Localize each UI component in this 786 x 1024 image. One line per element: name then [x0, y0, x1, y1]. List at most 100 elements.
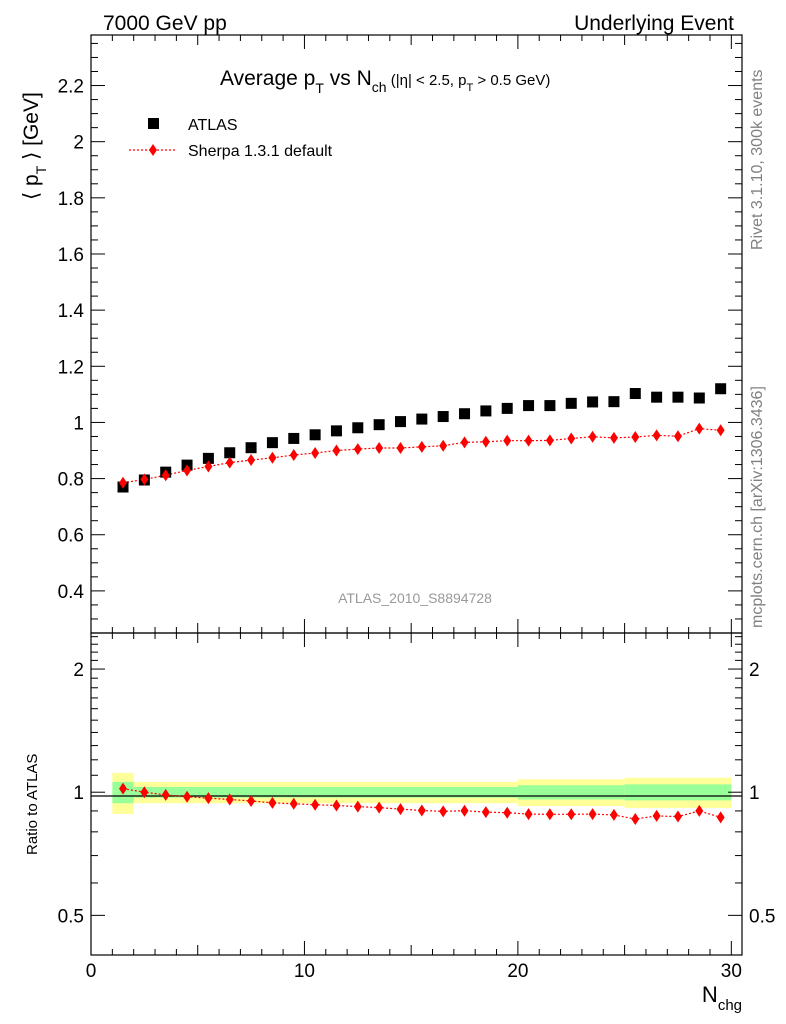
atlas-data-point: [693, 392, 705, 404]
ratio-data-point: [417, 804, 426, 817]
atlas-data-point: [330, 425, 342, 437]
ratio-y-axis-label: Ratio to ATLAS: [24, 754, 41, 855]
ratio-band-inner: [624, 784, 732, 801]
atlas-data-point: [352, 422, 364, 434]
legend-sherpa-label: Sherpa 1.3.1 default: [188, 143, 333, 160]
ratio-band-inner: [133, 786, 518, 798]
sherpa-data-point: [311, 447, 320, 460]
x-axis-ticks: 0 10 20 30: [86, 35, 742, 982]
title-cuts: (|η| < 2.5, p: [387, 72, 467, 89]
sherpa-data-point: [481, 435, 490, 448]
sherpa-data-point: [695, 422, 704, 435]
ratio-data-point: [353, 800, 362, 813]
ratio-data-point: [289, 797, 298, 810]
legend-atlas-marker: [148, 118, 159, 129]
sherpa-data-point: [503, 434, 512, 447]
atlas-data-point: [565, 397, 577, 409]
sherpa-data-point: [225, 456, 234, 469]
ratio-data-point: [140, 786, 149, 799]
main-y-tick-label: 1: [73, 413, 84, 434]
ratio-band-inner: [517, 785, 625, 800]
atlas-data-point: [416, 413, 428, 425]
ratio-data-point: [439, 805, 448, 818]
ratio-y-tick-label-right: 2: [749, 660, 760, 681]
ratio-y-tick-label: 1: [73, 783, 84, 804]
mcplots-citation-label: mcplots.cern.ch [arXiv:1306.3436]: [749, 386, 766, 628]
atlas-data-point: [587, 396, 599, 408]
main-y-tick-label: 1.8: [58, 189, 84, 210]
sherpa-data-point: [353, 443, 362, 456]
atlas-data-point: [608, 396, 620, 408]
sherpa-data-point: [652, 429, 661, 442]
atlas-data-point: [373, 419, 385, 431]
atlas-data-point: [288, 432, 300, 444]
ratio-data-point: [119, 782, 128, 795]
ratio-data-point: [716, 811, 725, 824]
x-axis-label: Nchg: [702, 982, 742, 1014]
atlas-data-point: [394, 416, 406, 428]
x-tick-label: 30: [721, 961, 742, 982]
legend: ATLAS Sherpa 1.3.1 default: [129, 117, 333, 160]
ratio-data-point: [332, 799, 341, 812]
ratio-y-tick-label: 0.5: [58, 906, 84, 927]
sherpa-data-point: [439, 439, 448, 452]
x-axis-label-text: N: [702, 982, 718, 1007]
ratio-data-point: [609, 808, 618, 821]
main-axis-ticks: 0.4 0.6 0.8 1 1.2 1.4 1.6 1.8 2 2.2: [58, 42, 742, 620]
ratio-data-point: [161, 788, 170, 801]
main-y-tick-label: 1.4: [58, 301, 85, 322]
ratio-data-point: [695, 804, 704, 817]
ratio-frame: [90, 632, 743, 956]
sherpa-data-point: [588, 430, 597, 443]
main-y-tick-label: 0.4: [58, 582, 85, 603]
sherpa-data-point: [119, 476, 128, 489]
sherpa-data-point: [567, 432, 576, 445]
title-cuts-sub: T: [466, 82, 473, 94]
sherpa-data-point: [268, 451, 277, 464]
sherpa-data-point: [332, 444, 341, 457]
main-y-tick-label: 1.2: [58, 357, 84, 378]
ratio-data-point: [460, 804, 469, 817]
main-y-tick-label: 0.6: [58, 526, 84, 547]
sherpa-data-point: [417, 440, 426, 453]
x-axis-label-sub: chg: [718, 997, 742, 1014]
atlas-data-point: [245, 442, 257, 454]
sherpa-data-point: [396, 441, 405, 454]
atlas-data-point: [266, 437, 278, 449]
main-y-tick-label: 0.8: [58, 470, 84, 491]
title-sub-t: T: [315, 80, 324, 96]
title-main: Average p: [220, 67, 315, 90]
main-y-axis-label-text: ⟨ p: [20, 174, 43, 200]
atlas-data-point: [202, 452, 214, 464]
sherpa-data-point: [161, 469, 170, 482]
ratio-data-point: [396, 803, 405, 816]
x-tick-label: 20: [507, 961, 528, 982]
main-y-axis-label-unit: ⟩ [GeV]: [20, 92, 43, 166]
ratio-data-point: [204, 792, 213, 805]
sherpa-data-point: [460, 436, 469, 449]
main-y-tick-label: 2: [73, 133, 84, 154]
ratio-sherpa-line: [122, 788, 721, 820]
sherpa-data-point: [673, 430, 682, 443]
x-tick-label: 10: [294, 961, 315, 982]
ratio-data-point: [524, 808, 533, 821]
atlas-data-point: [309, 429, 321, 441]
sherpa-data-point: [247, 454, 256, 467]
atlas-data-point: [651, 391, 663, 403]
ratio-data-point: [247, 794, 256, 807]
sherpa-data-point: [716, 424, 725, 437]
ratio-data-point: [673, 810, 682, 823]
legend-sherpa-marker: [149, 144, 157, 156]
plot-title: Average pT vs Nch (|η| < 2.5, pT > 0.5 G…: [220, 67, 550, 96]
header-energy-label: 7000 GeV pp: [103, 12, 227, 35]
ratio-data-point: [545, 808, 554, 821]
sherpa-data-point: [375, 441, 384, 454]
ratio-data-point: [503, 806, 512, 819]
sherpa-data-point: [140, 473, 149, 486]
atlas-data-point: [672, 391, 684, 403]
atlas-data-point: [501, 402, 513, 414]
header-analysis-label: Underlying Event: [574, 12, 734, 35]
ratio-data-layer: [119, 782, 725, 826]
ratio-data-point: [481, 806, 490, 819]
